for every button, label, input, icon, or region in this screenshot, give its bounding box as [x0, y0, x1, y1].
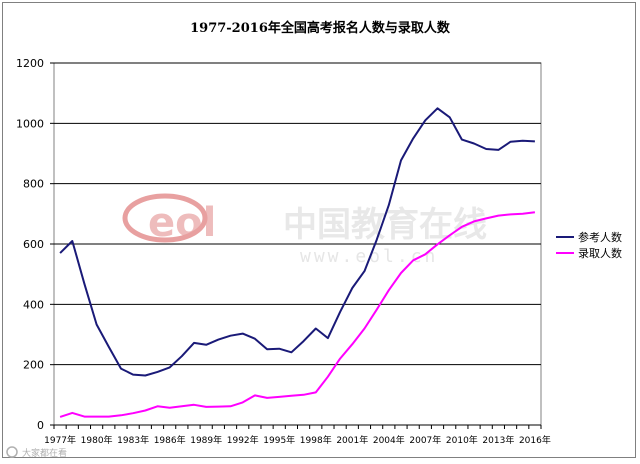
y-tick-label: 1200 [16, 57, 44, 70]
chart-title: 1977-2016年全国高考报名人数与录取人数 [190, 21, 450, 36]
x-tick-label: 1989年 [190, 434, 222, 446]
y-tick-label: 800 [23, 178, 44, 191]
watermark-url: www.eol.cn [300, 246, 438, 267]
corner-logo-icon [6, 446, 18, 458]
y-tick-label: 0 [37, 419, 44, 432]
series-line-2 [59, 211, 536, 418]
chart-frame: 1977-2016年全国高考报名人数与录取人数 [2, 2, 636, 458]
x-tick-label: 2007年 [409, 434, 441, 446]
watermark-text: 中国教育在线 [283, 205, 487, 245]
y-tick-label: 400 [23, 298, 44, 311]
y-tick-label: 1000 [16, 117, 44, 130]
y-tick-label: 600 [23, 238, 44, 251]
y-tick-label: 200 [23, 359, 44, 372]
x-tick-label: 2010年 [446, 434, 478, 446]
x-tick-label: 1983年 [117, 434, 149, 446]
watermark-logo-text: eol [148, 200, 216, 246]
x-tick-label: 2004年 [373, 434, 405, 446]
x-tick-label: 2013年 [482, 434, 514, 446]
watermark-logo-ring [122, 193, 208, 243]
legend-label: 参考人数 [578, 230, 622, 244]
corner-text: 大家都在看 [22, 447, 67, 459]
x-tick-label: 1980年 [81, 434, 113, 446]
x-tick-label: 1992年 [227, 434, 259, 446]
x-tick-label: 1986年 [154, 434, 186, 446]
legend-label: 录取人数 [578, 247, 622, 260]
x-tick-label: 1995年 [263, 434, 295, 446]
x-tick-label: 1998年 [300, 434, 332, 446]
x-tick-label: 1977年 [44, 434, 76, 446]
x-tick-label: 2016年 [519, 434, 551, 446]
x-tick-label: 2001年 [336, 434, 368, 446]
series-line-1 [59, 107, 535, 377]
